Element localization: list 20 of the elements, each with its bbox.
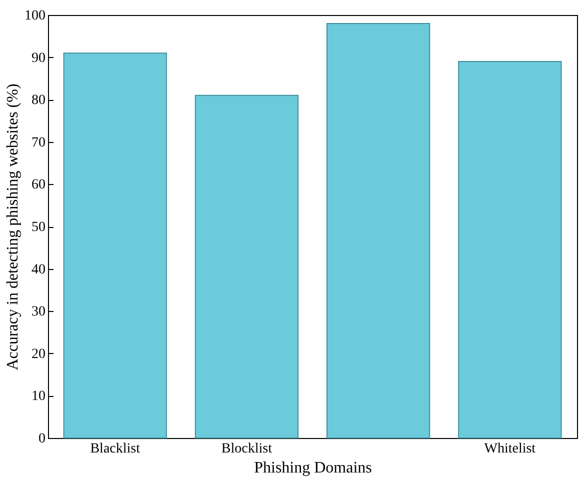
y-tick-label: 50 bbox=[32, 220, 46, 235]
y-tick-label: 20 bbox=[32, 346, 46, 362]
y-tick-label: 70 bbox=[32, 135, 46, 150]
y-tick-label: 90 bbox=[32, 50, 46, 66]
x-tick-label: Blacklist bbox=[90, 442, 140, 456]
y-axis-title: Accuracy in detecting phishing websites (%) bbox=[4, 84, 22, 370]
y-tick-label: 100 bbox=[24, 8, 46, 24]
y-tick-label: 10 bbox=[32, 389, 46, 404]
bar bbox=[326, 22, 430, 438]
bar bbox=[458, 61, 562, 438]
y-tick-label: 30 bbox=[32, 304, 46, 320]
y-tick-label: 60 bbox=[32, 178, 46, 193]
y-tick-label: 0 bbox=[38, 432, 46, 446]
bar bbox=[194, 94, 299, 438]
y-tick-label: 80 bbox=[32, 93, 46, 108]
x-tick-label: Whitelist bbox=[484, 442, 536, 456]
bar bbox=[63, 52, 167, 438]
x-axis-title: Phishing Domains bbox=[254, 460, 372, 476]
y-tick-label: 40 bbox=[32, 262, 46, 278]
x-tick-label: Blocklist bbox=[221, 442, 272, 456]
